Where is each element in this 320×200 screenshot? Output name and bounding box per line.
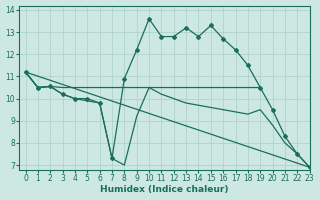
X-axis label: Humidex (Indice chaleur): Humidex (Indice chaleur) xyxy=(100,185,229,194)
